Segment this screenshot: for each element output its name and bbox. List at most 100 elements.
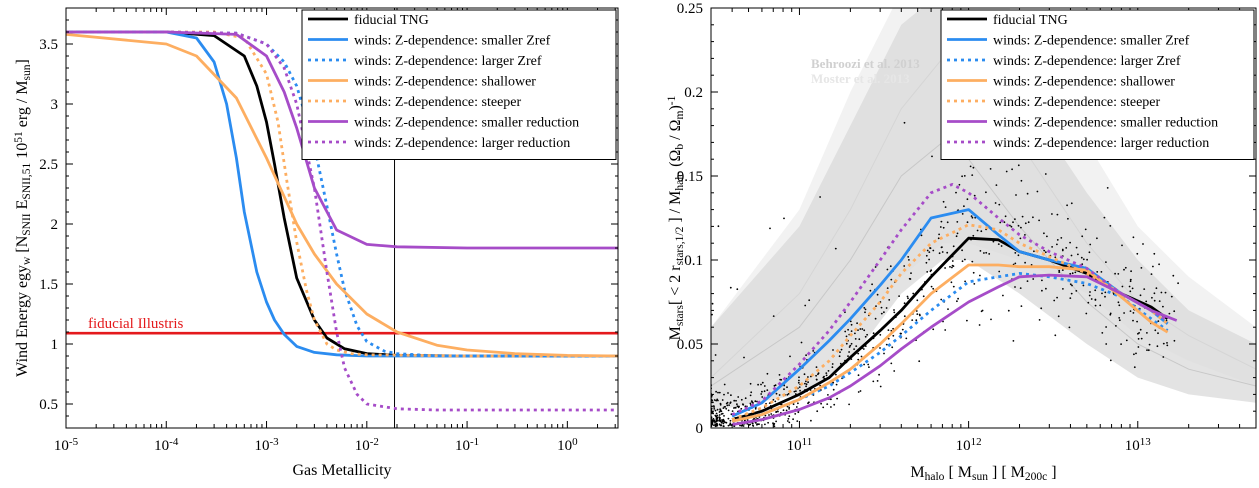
scatter-point — [961, 249, 963, 252]
scatter-point — [718, 423, 721, 426]
scatter-point — [858, 338, 861, 341]
scatter-point — [963, 175, 966, 177]
scatter-point — [883, 311, 885, 314]
scatter-point — [740, 407, 743, 410]
right-y-tick-label: 0.2 — [684, 85, 703, 101]
scatter-point — [952, 245, 955, 248]
scatter-point — [826, 403, 829, 405]
scatter-point — [1131, 287, 1134, 290]
scatter-point — [835, 383, 838, 386]
scatter-point — [718, 419, 721, 421]
scatter-point — [1118, 319, 1121, 322]
tick-base: 10 — [154, 438, 169, 454]
scatter-point — [712, 412, 714, 415]
scatter-point — [859, 328, 862, 330]
scatter-point — [1154, 329, 1157, 332]
scatter-point — [715, 412, 718, 415]
scatter-point — [1133, 353, 1135, 356]
scatter-point — [1168, 312, 1171, 315]
scatter-point — [727, 417, 730, 420]
right-series-line — [731, 263, 1169, 423]
scatter-point — [716, 408, 719, 411]
scatter-point — [1051, 213, 1053, 215]
scatter-point — [1056, 213, 1059, 216]
right-x-tick-label: 1013 — [1125, 436, 1152, 454]
right-x-axis-label: Mhalo [ Msun ] [ M200c ] — [910, 464, 1056, 483]
right-x-axis-label-part: 200c — [1025, 471, 1047, 483]
scatter-point — [1032, 278, 1035, 280]
scatter-point — [879, 334, 882, 336]
left-legend-box — [301, 9, 617, 160]
scatter-point — [1096, 271, 1099, 273]
scatter-point — [1123, 268, 1125, 271]
scatter-point — [1152, 265, 1154, 268]
scatter-point — [893, 370, 896, 372]
right-y-axis-label-part: ] / M — [667, 191, 684, 227]
scatter-point — [937, 237, 940, 240]
scatter-point — [850, 330, 853, 332]
right-x-tick-label: 1011 — [787, 436, 813, 454]
scatter-point — [768, 414, 770, 416]
scatter-point — [1032, 216, 1034, 219]
scatter-point — [875, 305, 877, 307]
scatter-point — [849, 320, 852, 323]
scatter-point — [752, 425, 755, 427]
scatter-point — [839, 362, 842, 365]
scatter-point — [756, 423, 759, 426]
scatter-point — [819, 196, 821, 198]
scatter-point — [1153, 299, 1156, 302]
scatter-point — [751, 422, 754, 425]
scatter-point — [861, 328, 864, 330]
scatter-point — [1056, 296, 1058, 299]
scatter-point — [1075, 290, 1078, 292]
scatter-point — [786, 420, 789, 422]
scatter-point — [1033, 250, 1035, 253]
scatter-point — [742, 403, 745, 406]
scatter-point — [714, 409, 717, 412]
scatter-point — [1056, 243, 1058, 246]
scatter-point — [961, 260, 964, 263]
scatter-point — [992, 240, 995, 243]
scatter-point — [733, 407, 735, 409]
scatter-point — [949, 266, 951, 268]
scatter-point — [749, 394, 752, 397]
scatter-point — [797, 381, 800, 384]
scatter-point — [782, 409, 785, 412]
scatter-point — [893, 309, 895, 311]
scatter-point — [1115, 325, 1117, 327]
scatter-point — [1041, 279, 1043, 282]
scatter-point — [832, 349, 834, 351]
scatter-point — [979, 274, 981, 277]
scatter-point — [916, 313, 919, 315]
scatter-point — [853, 348, 855, 350]
scatter-point — [1051, 246, 1053, 248]
scatter-point — [885, 343, 888, 346]
scatter-point — [1172, 274, 1175, 277]
scatter-point — [718, 391, 721, 394]
scatter-point — [1011, 168, 1013, 171]
scatter-point — [952, 285, 955, 288]
scatter-point — [915, 319, 918, 322]
scatter-point — [1160, 291, 1163, 294]
scatter-point — [831, 363, 834, 365]
scatter-point — [863, 363, 865, 366]
scatter-point — [961, 175, 963, 178]
left-series-line — [66, 33, 618, 358]
scatter-point — [742, 425, 745, 427]
scatter-point — [812, 350, 815, 352]
scatter-point — [778, 394, 781, 396]
scatter-point — [942, 200, 945, 203]
scatter-point — [712, 401, 714, 404]
left-series-line — [66, 30, 618, 412]
scatter-point — [1156, 345, 1159, 348]
scatter-point — [764, 414, 767, 417]
scatter-point — [715, 417, 718, 420]
scatter-point — [736, 403, 738, 406]
scatter-point — [1085, 312, 1088, 315]
scatter-point — [1109, 225, 1112, 227]
scatter-point — [998, 270, 1001, 273]
scatter-point — [1123, 312, 1125, 314]
scatter-point — [775, 420, 777, 423]
tick-base: 10 — [54, 438, 69, 454]
scatter-point — [833, 403, 836, 406]
